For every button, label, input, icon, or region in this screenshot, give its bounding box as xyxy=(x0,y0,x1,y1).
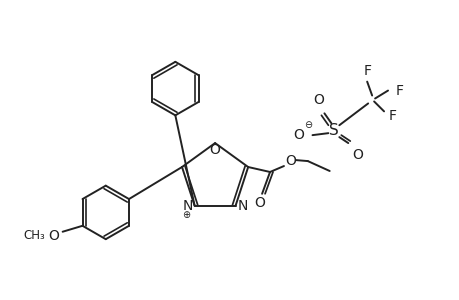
Text: O: O xyxy=(285,154,296,168)
Text: CH₃: CH₃ xyxy=(23,229,45,242)
Text: O: O xyxy=(351,148,362,162)
Text: O: O xyxy=(209,143,220,157)
Text: S: S xyxy=(329,123,338,138)
Text: ⊕: ⊕ xyxy=(181,210,190,220)
Text: O: O xyxy=(312,94,323,107)
Text: F: F xyxy=(395,84,403,98)
Text: O: O xyxy=(254,196,265,210)
Text: N: N xyxy=(237,199,247,213)
Text: F: F xyxy=(362,64,370,78)
Text: O: O xyxy=(48,229,59,243)
Text: N: N xyxy=(182,199,192,213)
Text: ⊖: ⊖ xyxy=(304,120,312,130)
Text: O: O xyxy=(292,128,303,142)
Text: F: F xyxy=(388,109,396,123)
